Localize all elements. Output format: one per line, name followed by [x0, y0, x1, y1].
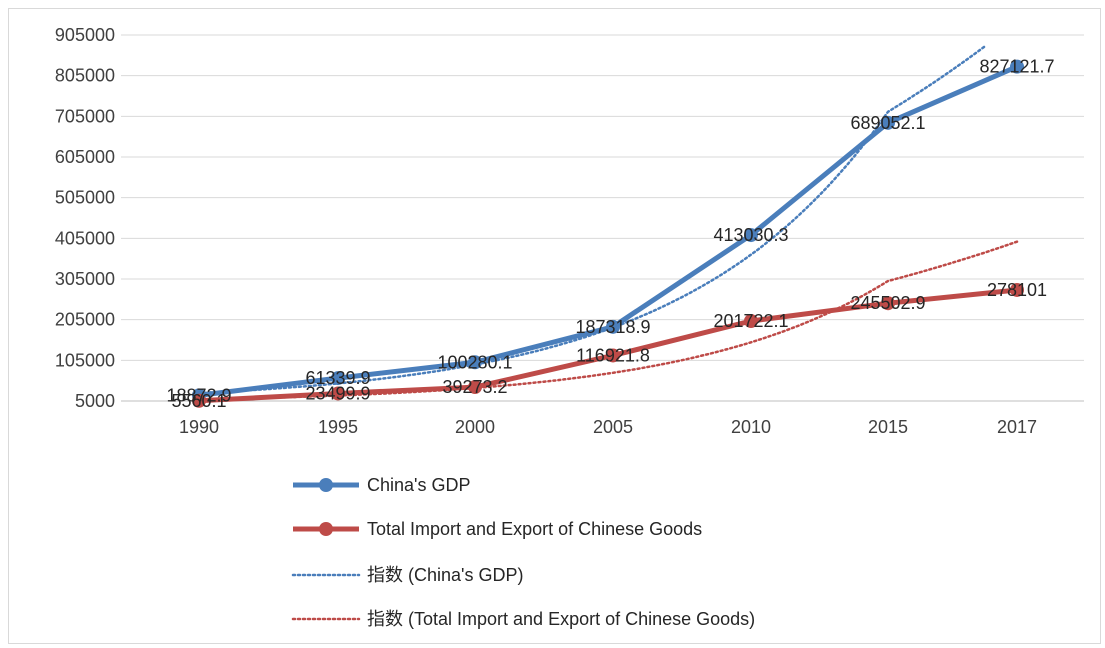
- x-tick-label: 1995: [318, 417, 358, 437]
- y-tick-label: 805000: [55, 66, 115, 86]
- data-label: 18872.9: [166, 385, 231, 405]
- trendline-gdp: [197, 45, 987, 395]
- x-axis: 1990 1995 2000 2005 2010 2015 2017: [179, 417, 1037, 437]
- y-tick-label: 705000: [55, 106, 115, 126]
- data-point: [331, 371, 345, 386]
- x-tick-label: 2000: [455, 417, 495, 437]
- data-point: [606, 319, 620, 334]
- data-label: 5560.1: [171, 391, 226, 411]
- data-label: 201722.1: [713, 311, 788, 331]
- data-labels: 18872.9 61339.9 100280.1 187318.9 413030.3 68…: [166, 57, 1054, 411]
- legend-label: Total Import and Export of Chinese Goods: [367, 519, 702, 539]
- data-point: [468, 380, 482, 395]
- legend: China's GDP Total Import and Export of Ch…: [291, 475, 755, 629]
- legend-marker: [319, 522, 333, 536]
- data-label: 187318.9: [575, 317, 650, 337]
- y-tick-label: 605000: [55, 147, 115, 167]
- legend-item: 指数 (China's GDP): [291, 565, 523, 585]
- data-point: [744, 313, 758, 328]
- data-label: 116921.8: [576, 345, 650, 365]
- y-tick-label: 105000: [55, 350, 115, 370]
- legend-item: Total Import and Export of Chinese Goods: [293, 519, 702, 539]
- y-tick-label: 305000: [55, 269, 115, 289]
- series-points: [192, 59, 1024, 408]
- data-point: [606, 348, 620, 363]
- data-point: [1010, 59, 1024, 74]
- data-point: [1010, 282, 1024, 297]
- data-label: 827121.7: [979, 57, 1054, 77]
- y-axis: 905000 805000 705000 605000 505000 405000 3050…: [55, 25, 115, 411]
- y-tick-label: 905000: [55, 25, 115, 45]
- legend-label: 指数 (China's GDP): [367, 565, 523, 585]
- data-point: [881, 296, 895, 311]
- data-point: [881, 115, 895, 130]
- x-tick-label: 2010: [731, 417, 771, 437]
- legend-item: China's GDP: [293, 475, 470, 495]
- data-point: [744, 228, 758, 243]
- line-chart: 905000 805000 705000 605000 505000 405000 3050…: [55, 25, 1084, 629]
- legend-item: 指数 (Total Import and Export of Chinese G…: [291, 609, 755, 629]
- y-tick-label: 5000: [75, 391, 115, 411]
- data-point: [468, 355, 482, 370]
- data-label: 61339.9: [305, 368, 370, 388]
- data-label: 39273.2: [442, 377, 507, 397]
- data-label: 689052.1: [850, 113, 925, 133]
- data-label: 278101: [987, 280, 1047, 300]
- x-tick-label: 2015: [868, 417, 908, 437]
- data-point: [192, 393, 206, 408]
- data-label: 413030.3: [713, 225, 788, 245]
- x-tick-label: 1990: [179, 417, 219, 437]
- legend-marker: [319, 478, 333, 492]
- data-point: [331, 386, 345, 401]
- y-tick-label: 505000: [55, 188, 115, 208]
- legend-label: 指数 (Total Import and Export of Chinese G…: [367, 609, 755, 629]
- data-label: 23499.9: [305, 383, 370, 403]
- x-tick-label: 2005: [593, 417, 633, 437]
- legend-label: China's GDP: [367, 475, 470, 495]
- data-label: 100280.1: [437, 352, 512, 372]
- chart-frame: 905000 805000 705000 605000 505000 405000 3050…: [8, 8, 1101, 644]
- x-tick-label: 2017: [997, 417, 1037, 437]
- data-label: 245502.9: [850, 293, 925, 313]
- y-tick-label: 405000: [55, 228, 115, 248]
- y-tick-label: 205000: [55, 310, 115, 330]
